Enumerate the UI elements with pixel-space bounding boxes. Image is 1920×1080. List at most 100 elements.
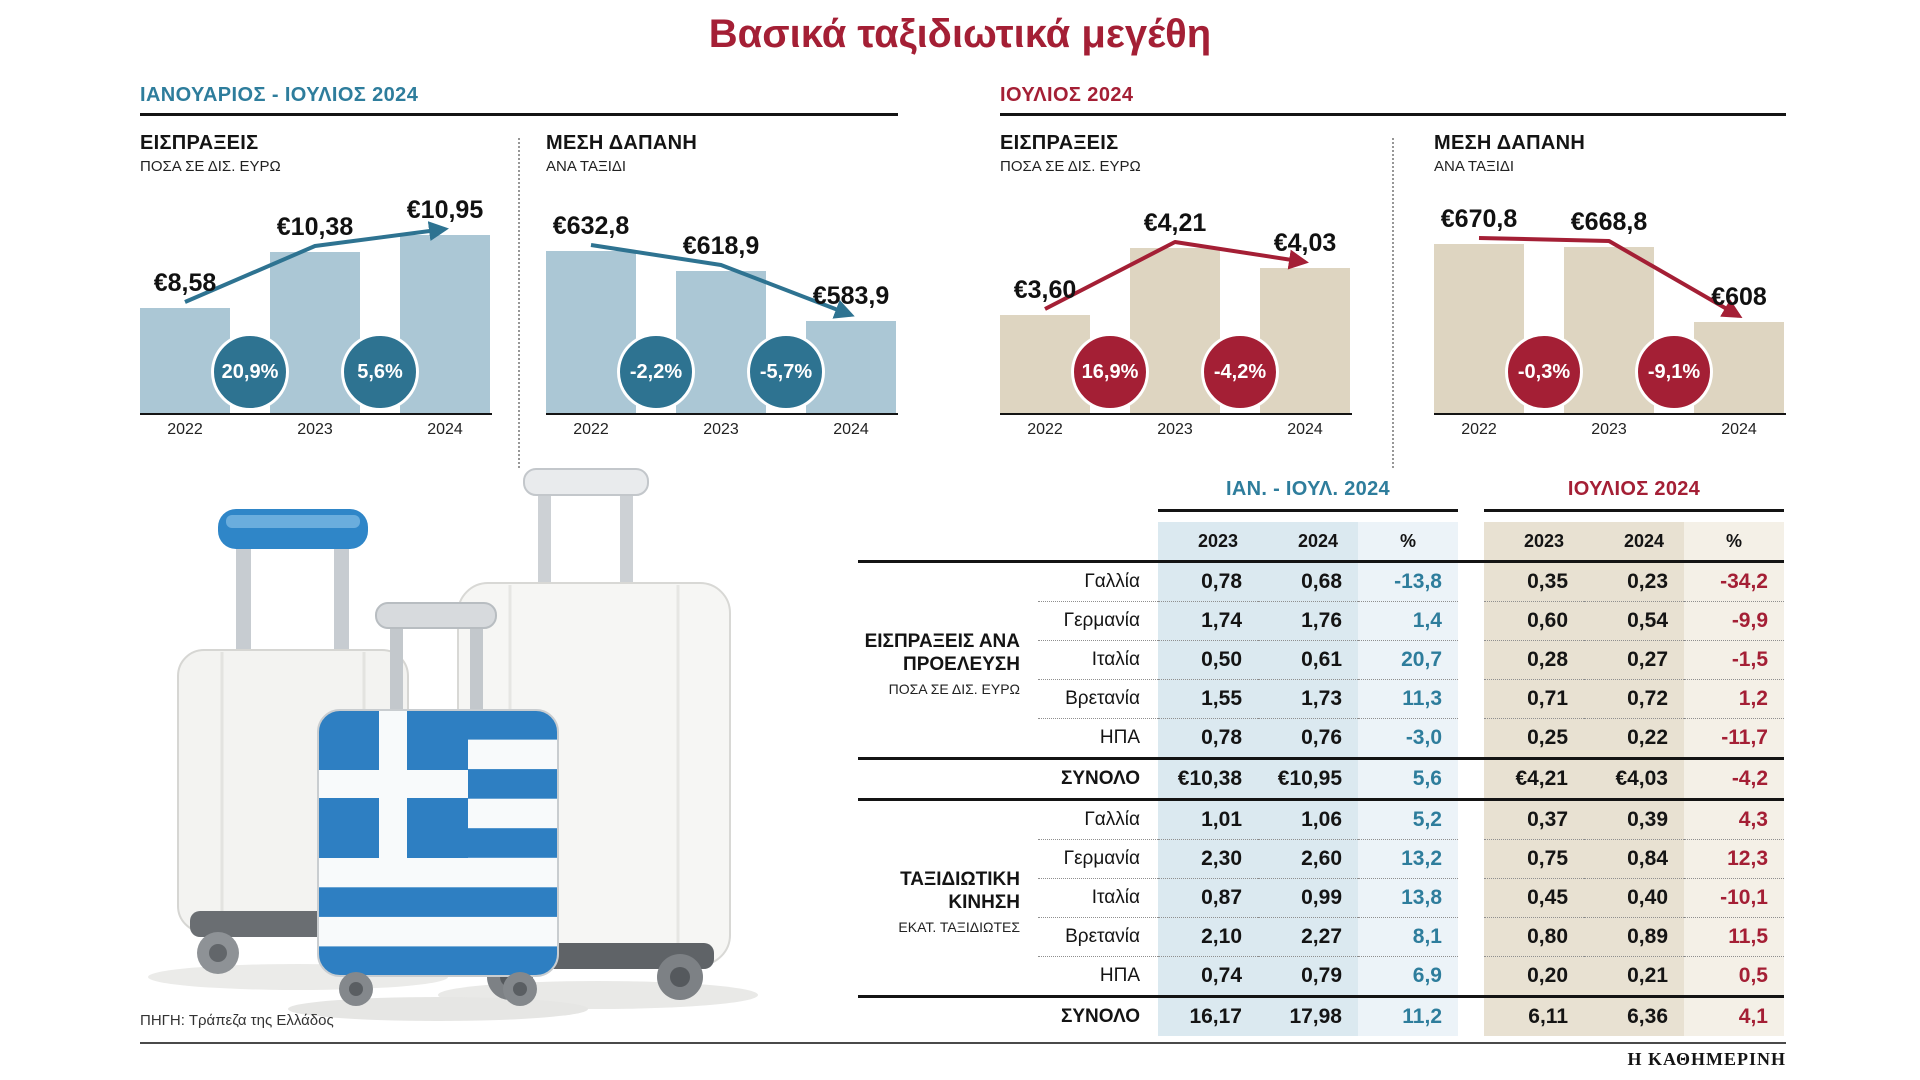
value-cell: 0,50	[1158, 639, 1258, 679]
value-cell: 0,22	[1584, 717, 1684, 758]
group-header-july: ΙΟΥΛΙΟΣ 2024	[1484, 478, 1784, 512]
value-cell: 0,68	[1258, 559, 1358, 601]
pct-change-badge: 16,9%	[1071, 333, 1149, 411]
column-gap	[1458, 878, 1484, 917]
total-value-cell: 5,6	[1358, 756, 1458, 799]
total-value-cell: 6,36	[1584, 994, 1684, 1036]
value-cell: 0,45	[1484, 877, 1584, 917]
column-gap	[1458, 756, 1484, 799]
row-group-spacer	[858, 994, 1038, 1036]
year-label: 2022	[1461, 421, 1497, 438]
trend-arrow-icon	[1478, 236, 1743, 318]
value-cell: 2,27	[1258, 916, 1358, 956]
chart-avg-spend-july: ΜΕΣΗ ΔΑΠΑΝΗ ΑΝΑ ΤΑΞΙΔΙ €670,8 €668,8 €60…	[1434, 132, 1786, 468]
empty-header	[1458, 478, 1484, 511]
year-label: 2022	[573, 421, 609, 438]
row-label: Γαλλία	[1038, 559, 1158, 601]
value-cell: 0,89	[1584, 916, 1684, 956]
chart-title: ΜΕΣΗ ΔΑΠΑΝΗ	[546, 132, 698, 154]
pct-cell: 1,4	[1358, 600, 1458, 640]
value-cell: 1,73	[1258, 678, 1358, 718]
total-label: ΣΥΝΟΛΟ	[1038, 756, 1158, 799]
row-group-title: ΕΙΣΠΡΑΞΕΙΣ ΑΝΑ ΠΡΟΕΛΕΥΣΗ	[864, 630, 1020, 675]
pct-change-badge: -4,2%	[1201, 333, 1279, 411]
table-group-header-row: ΙΑΝ. - ΙΟΥΛ. 2024 ΙΟΥΛΙΟΣ 2024	[858, 478, 1784, 512]
col-header-pct: %	[1684, 521, 1784, 561]
bar-plot: €670,8 €668,8 €608 -0,3% -9,1%	[1434, 185, 1786, 415]
total-value-cell: -4,2	[1684, 756, 1784, 799]
value-cell: 2,60	[1258, 838, 1358, 878]
pct-cell: 13,8	[1358, 877, 1458, 917]
year-label: 2024	[1287, 421, 1323, 438]
chart-title: ΕΙΣΠΡΑΞΕΙΣ	[1000, 132, 1119, 154]
value-cell: 0,79	[1258, 955, 1358, 996]
table-row: Βρετανία 1,55 1,73 11,3 0,71 0,72 1,2	[858, 678, 1784, 718]
year-label: 2022	[1027, 421, 1063, 438]
newspaper-logo: Η ΚΑΘΗΜΕΡΙΝΗ	[1627, 1049, 1786, 1069]
row-label: Βρετανία	[1038, 916, 1158, 956]
row-group-header: ΤΑΞΙΔΙΩΤΙΚΗ ΚΙΝΗΣΗ ΕΚΑΤ. ΤΑΞΙΔΙΩΤΕΣ	[858, 797, 1038, 996]
chart-subtitle: ΑΝΑ ΤΑΞΙΔΙ	[546, 158, 627, 175]
pct-cell: -11,7	[1684, 717, 1784, 758]
charts-row: ΕΙΣΠΡΑΞΕΙΣ ΠΟΣΑ ΣΕ ΔΙΣ. ΕΥΡΩ €3,60 €4,21…	[1000, 132, 1786, 468]
row-label: Ιταλία	[1038, 877, 1158, 917]
section-july: ΙΟΥΛΙΟΣ 2024 ΕΙΣΠΡΑΞΕΙΣ ΠΟΣΑ ΣΕ ΔΙΣ. ΕΥΡ…	[1000, 84, 1786, 468]
row-label: Γαλλία	[1038, 797, 1158, 839]
x-axis-labels: 2022 2023 2024	[1000, 421, 1352, 439]
value-cell: 0,35	[1484, 559, 1584, 601]
row-group-subtitle: ΠΟΣΑ ΣΕ ΔΙΣ. ΕΥΡΩ	[888, 681, 1020, 698]
value-cell: 2,30	[1158, 838, 1258, 878]
value-cell: 0,80	[1484, 916, 1584, 956]
value-cell: 0,75	[1484, 838, 1584, 878]
dotted-divider	[518, 138, 520, 468]
total-value-cell: €10,38	[1158, 756, 1258, 799]
table-row: Γερμανία 2,30 2,60 13,2 0,75 0,84 12,3	[858, 838, 1784, 878]
pct-change-badge: -2,2%	[617, 333, 695, 411]
value-cell: 0,21	[1584, 955, 1684, 996]
total-value-cell: €10,95	[1258, 756, 1358, 799]
source-note: ΠΗΓΗ: Τράπεζα της Ελλάδος	[140, 1012, 334, 1029]
value-cell: 1,76	[1258, 600, 1358, 640]
value-cell: 1,06	[1258, 797, 1358, 839]
column-gap	[1458, 839, 1484, 878]
value-cell: 1,74	[1158, 600, 1258, 640]
value-cell: 0,40	[1584, 877, 1684, 917]
pct-cell: -34,2	[1684, 559, 1784, 601]
year-label: 2024	[833, 421, 869, 438]
bar-value-label: €668,8	[1570, 208, 1648, 236]
chart-receipts-jan-jul: ΕΙΣΠΡΑΞΕΙΣ ΠΟΣΑ ΣΕ ΔΙΣ. ΕΥΡΩ €8,58 €10,3…	[140, 132, 492, 468]
group-header-jan-jul: ΙΑΝ. - ΙΟΥΛ. 2024	[1158, 478, 1458, 512]
trend-arrow-icon	[1044, 240, 1309, 311]
year-label: 2023	[1157, 421, 1193, 438]
table-row: Ιταλία 0,50 0,61 20,7 0,28 0,27 -1,5	[858, 639, 1784, 679]
bar-value-label: €4,03	[1273, 229, 1337, 257]
pct-change-badge: -0,3%	[1505, 333, 1583, 411]
pct-cell: 0,5	[1684, 955, 1784, 996]
column-gap	[1458, 679, 1484, 718]
value-cell: 0,74	[1158, 955, 1258, 996]
pct-change-badge: 20,9%	[211, 333, 289, 411]
x-axis-labels: 2022 2023 2024	[140, 421, 492, 439]
data-table: ΙΑΝ. - ΙΟΥΛ. 2024 ΙΟΥΛΙΟΣ 2024 2023 2024…	[858, 478, 1784, 1036]
value-cell: 0,87	[1158, 877, 1258, 917]
row-group-subtitle: ΕΚΑΤ. ΤΑΞΙΔΙΩΤΕΣ	[898, 919, 1020, 936]
bar-value-label: €583,9	[812, 282, 890, 310]
column-gap	[1458, 917, 1484, 956]
bar-value-label: €4,21	[1143, 209, 1207, 237]
table-column-header-row: 2023 2024 % 2023 2024 %	[858, 521, 1784, 561]
pct-cell: 6,9	[1358, 955, 1458, 996]
pct-cell: -1,5	[1684, 639, 1784, 679]
pct-change-badge: -9,1%	[1635, 333, 1713, 411]
value-cell: 0,84	[1584, 838, 1684, 878]
pct-cell: 11,5	[1684, 916, 1784, 956]
bar-value-label: €632,8	[552, 212, 630, 240]
row-label: Γερμανία	[1038, 838, 1158, 878]
value-cell: 0,71	[1484, 678, 1584, 718]
table-row: Ιταλία 0,87 0,99 13,8 0,45 0,40 -10,1	[858, 877, 1784, 917]
chart-receipts-july: ΕΙΣΠΡΑΞΕΙΣ ΠΟΣΑ ΣΕ ΔΙΣ. ΕΥΡΩ €3,60 €4,21…	[1000, 132, 1352, 468]
section-label-jan-jul: ΙΑΝΟΥΑΡΙΟΣ - ΙΟΥΛΙΟΣ 2024	[140, 84, 898, 116]
pct-change-badge: -5,7%	[747, 333, 825, 411]
value-cell: 0,54	[1584, 600, 1684, 640]
row-label: Ιταλία	[1038, 639, 1158, 679]
